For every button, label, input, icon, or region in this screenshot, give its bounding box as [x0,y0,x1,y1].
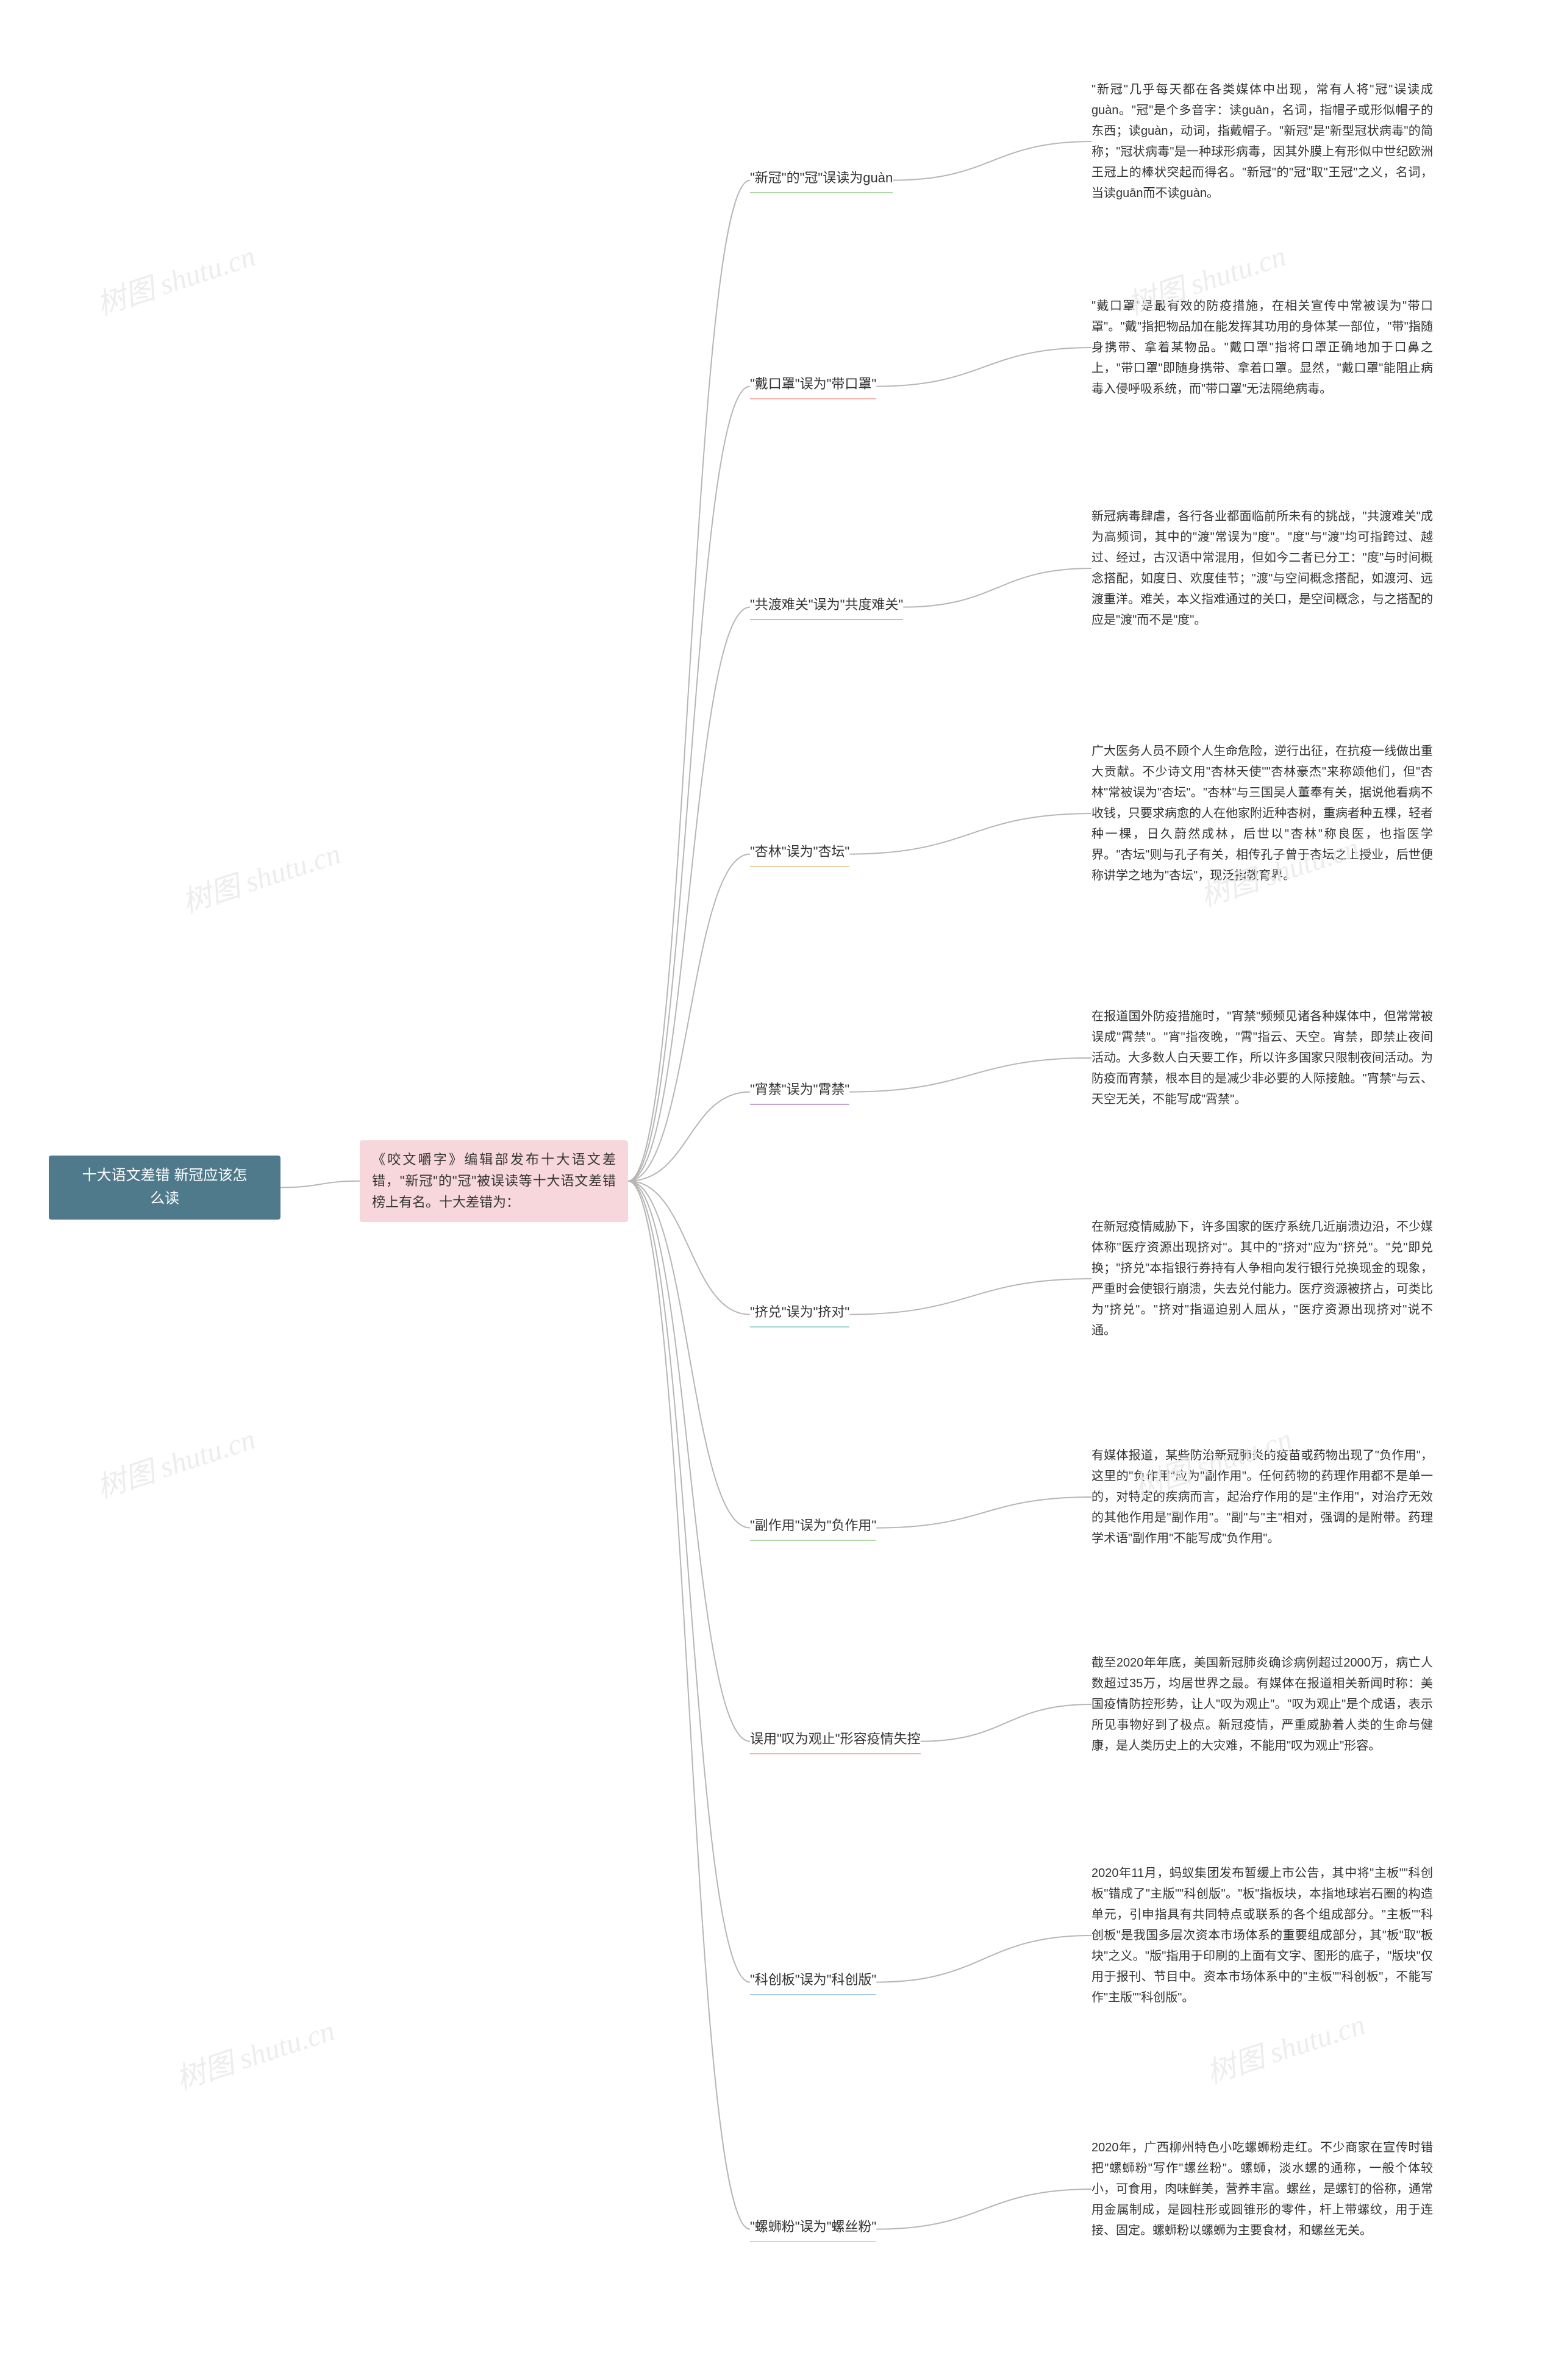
topic-label: "杏林"误为"杏坛" [750,841,849,867]
topic-label: "螺蛳粉"误为"螺丝粉" [750,2216,876,2242]
topic-node: "共渡难关"误为"共度难关" [750,591,1012,623]
watermark-text: 树图 shutu.cn [90,1415,260,1506]
topic-node: "副作用"误为"负作用" [750,1512,1012,1543]
topic-node: "螺蛳粉"误为"螺丝粉" [750,2214,1012,2245]
topic-node: "戴口罩"误为"带口罩" [750,371,1012,402]
topic-node: "杏林"误为"杏坛" [750,838,1012,870]
topic-label: "戴口罩"误为"带口罩" [750,373,876,399]
topic-description: 在报道国外防疫措施时，"宵禁"频频见诸各种媒体中，但常常被误成"霄禁"。"宵"指… [1091,1006,1433,1110]
topic-description: 在新冠疫情威胁下，许多国家的医疗系统几近崩溃边沿，不少媒体称"医疗资源出现挤对"… [1091,1217,1433,1341]
topic-label: "新冠"的"冠"误读为guàn [750,167,893,193]
topic-description: "新冠"几乎每天都在各类媒体中出现，常有人将"冠"误读成guàn。"冠"是个多音… [1091,79,1433,204]
topic-description: "戴口罩"是最有效的防疫措施，在相关宣传中常被误为"带口罩"。"戴"指把物品加在… [1091,296,1433,399]
topic-node: "科创板"误为"科创版" [750,1967,1012,1998]
root-line2: 么读 [62,1187,267,1210]
topic-label: "共渡难关"误为"共度难关" [750,594,903,620]
topic-node: "挤兑"误为"挤对" [750,1299,1012,1330]
watermark-text: 树图 shutu.cn [176,829,345,921]
topic-description: 2020年，广西柳州特色小吃螺蛳粉走红。不少商家在宣传时错把"螺蛳粉"写作"螺丝… [1091,2137,1433,2241]
topic-node: 误用"叹为观止"形容疫情失控 [750,1726,1012,1757]
topic-node: "宵禁"误为"霄禁" [750,1076,1012,1107]
topic-label: "宵禁"误为"霄禁" [750,1079,849,1105]
topic-label: 误用"叹为观止"形容疫情失控 [750,1728,921,1754]
intro-node: 《咬文嚼字》编辑部发布十大语文差错，"新冠"的"冠"被误读等十大语文差错榜上有名… [360,1140,628,1222]
topic-label: "副作用"误为"负作用" [750,1515,876,1541]
topic-label: "挤兑"误为"挤对" [750,1301,849,1328]
topic-description: 有媒体报道，某些防治新冠肺炎的疫苗或药物出现了"负作用"，这里的"负作用"应为"… [1091,1445,1433,1549]
watermark-text: 树图 shutu.cn [90,232,260,323]
root-line1: 十大语文差错 新冠应该怎 [62,1164,267,1187]
topic-description: 广大医务人员不顾个人生命危险，逆行出征，在抗疫一线做出重大贡献。不少诗文用"杏林… [1091,741,1433,886]
topic-node: "新冠"的"冠"误读为guàn [750,165,1012,196]
topic-description: 2020年11月，蚂蚁集团发布暂缓上市公告，其中将"主板""科创板"错成了"主版… [1091,1863,1433,2008]
root-node: 十大语文差错 新冠应该怎 么读 [49,1156,280,1220]
watermark-text: 树图 shutu.cn [1200,2000,1370,2092]
watermark-text: 树图 shutu.cn [170,2006,339,2098]
topic-label: "科创板"误为"科创版" [750,1969,876,1995]
topic-description: 新冠病毒肆虐，各行各业都面临前所未有的挑战，"共渡难关"成为高频词，其中的"渡"… [1091,506,1433,631]
topic-description: 截至2020年年底，美国新冠肺炎确诊病例超过2000万，病亡人数超过35万，均居… [1091,1653,1433,1756]
